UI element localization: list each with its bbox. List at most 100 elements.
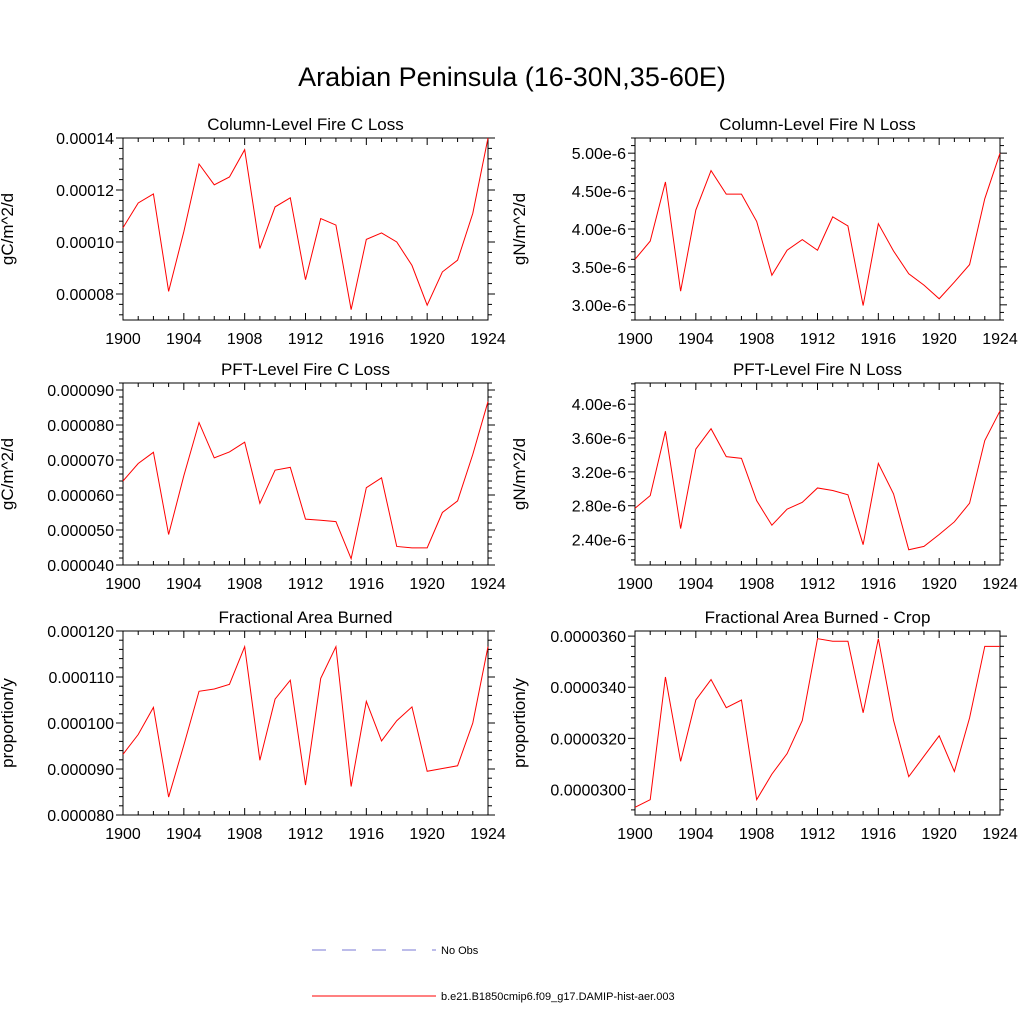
x-tick-label: 1900 — [105, 331, 141, 348]
series-line — [634, 638, 1000, 808]
x-tick-label: 1920 — [921, 331, 957, 348]
panel-title: Column-Level Fire N Loss — [719, 115, 916, 134]
x-tick-label: 1912 — [288, 826, 324, 843]
y-tick-label: 0.000060 — [47, 488, 114, 505]
x-tick-label: 1920 — [921, 826, 957, 843]
legend: No Obs b.e21.B1850cmip6.f09_g17.DAMIP-his… — [312, 945, 675, 1003]
y-tick-label: 0.000110 — [48, 670, 114, 687]
chart-panel-4: PFT-Level Fire N Loss gN/m^2/d 1900 1904 190… — [510, 360, 1018, 593]
y-tick-label: 0.000040 — [47, 558, 114, 575]
series-line — [122, 644, 489, 798]
panel-title: Column-Level Fire C Loss — [207, 115, 404, 134]
x-tick-label: 1916 — [349, 576, 385, 593]
y-tick-label: 0.0000300 — [550, 782, 626, 799]
y-tick-label: 0.00008 — [56, 287, 114, 304]
series-line — [634, 410, 1001, 551]
x-tick-label: 1924 — [982, 331, 1018, 348]
y-tick-label: 5.00e-6 — [572, 146, 626, 163]
y-tick-label: 0.0000340 — [550, 680, 626, 697]
series-line — [122, 401, 489, 561]
y-tick-label: 0.000090 — [47, 383, 114, 400]
x-tick-label: 1904 — [678, 331, 714, 348]
x-tick-label: 1900 — [105, 576, 141, 593]
figure-title: Arabian Peninsula (16-30N,35-60E) — [298, 62, 726, 92]
x-tick-label: 1904 — [166, 826, 202, 843]
x-tick-label: 1920 — [921, 576, 957, 593]
x-tick-label: 1908 — [739, 576, 775, 593]
y-tick-label: 0.000070 — [47, 453, 114, 470]
y-tick-label: 3.00e-6 — [572, 298, 626, 315]
chart-panel-5: Fractional Area Burned proportion/y 1900 19… — [0, 608, 506, 843]
y-tick-label: 0.00014 — [56, 131, 114, 148]
x-tick-label: 1908 — [227, 576, 263, 593]
y-tick-label: 0.000100 — [47, 716, 114, 733]
x-tick-label: 1900 — [617, 826, 653, 843]
y-tick-label: 4.50e-6 — [572, 184, 626, 201]
series-line — [122, 137, 489, 310]
chart-panel-6: Fractional Area Burned - Crop proportion/… — [510, 608, 1018, 843]
chart-panel-1: Column-Level Fire C Loss gC/m^2/d 1900 1904… — [0, 115, 506, 348]
x-tick-label: 1920 — [409, 826, 445, 843]
x-tick-label: 1908 — [739, 331, 775, 348]
x-tick-label: 1916 — [349, 331, 385, 348]
y-tick-label: 0.000120 — [47, 624, 114, 641]
x-tick-label: 1912 — [288, 331, 324, 348]
panel-title: PFT-Level Fire N Loss — [733, 360, 902, 379]
y-tick-label: 4.00e-6 — [572, 397, 626, 414]
x-tick-label: 1920 — [409, 331, 445, 348]
y-axis-label: proportion/y — [0, 678, 17, 768]
x-tick-label: 1916 — [861, 826, 897, 843]
y-tick-label: 0.00010 — [56, 235, 114, 252]
x-tick-label: 1924 — [470, 576, 506, 593]
x-tick-label: 1916 — [861, 331, 897, 348]
x-tick-label: 1904 — [678, 826, 714, 843]
y-axis-label: gC/m^2/d — [0, 438, 17, 510]
y-tick-label: 3.50e-6 — [572, 260, 626, 277]
plot-frame — [122, 630, 489, 816]
x-tick-label: 1900 — [617, 331, 653, 348]
x-tick-label: 1904 — [678, 576, 714, 593]
plot-frame — [634, 382, 1001, 566]
x-tick-label: 1912 — [800, 331, 836, 348]
x-tick-label: 1924 — [470, 331, 506, 348]
x-tick-label: 1924 — [982, 576, 1018, 593]
x-tick-label: 1904 — [166, 331, 202, 348]
x-tick-label: 1900 — [617, 576, 653, 593]
y-tick-label: 0.00012 — [56, 183, 114, 200]
plot-frame — [122, 382, 489, 566]
x-tick-label: 1912 — [800, 576, 836, 593]
y-axis-label: gC/m^2/d — [0, 193, 17, 265]
y-tick-label: 2.80e-6 — [572, 499, 626, 516]
x-tick-label: 1908 — [227, 826, 263, 843]
chart-panel-2: Column-Level Fire N Loss gN/m^2/d 1900 1904… — [510, 115, 1018, 348]
panel-title: PFT-Level Fire C Loss — [221, 360, 390, 379]
y-axis-label: proportion/y — [510, 678, 529, 768]
y-tick-label: 0.000080 — [47, 808, 114, 825]
chart-panel-3: PFT-Level Fire C Loss gC/m^2/d 1900 1904 190… — [0, 360, 506, 593]
x-tick-label: 1924 — [470, 826, 506, 843]
y-axis-label: gN/m^2/d — [510, 438, 529, 510]
y-tick-label: 0.0000360 — [550, 629, 626, 646]
y-tick-label: 0.000080 — [47, 418, 114, 435]
y-axis-label: gN/m^2/d — [510, 193, 529, 265]
x-tick-label: 1920 — [409, 576, 445, 593]
x-tick-label: 1904 — [166, 576, 202, 593]
legend-label: No Obs — [441, 945, 479, 957]
y-tick-label: 2.40e-6 — [572, 533, 626, 550]
panel-title: Fractional Area Burned — [219, 608, 393, 627]
x-tick-label: 1916 — [861, 576, 897, 593]
x-tick-label: 1916 — [349, 826, 385, 843]
y-tick-label: 4.00e-6 — [572, 222, 626, 239]
y-tick-label: 0.000050 — [47, 523, 114, 540]
y-tick-label: 3.60e-6 — [572, 431, 626, 448]
x-tick-label: 1924 — [982, 826, 1018, 843]
y-tick-label: 0.000090 — [47, 762, 114, 779]
series-line — [634, 153, 1001, 306]
y-tick-label: 3.20e-6 — [572, 465, 626, 482]
x-tick-label: 1908 — [739, 826, 775, 843]
x-tick-label: 1912 — [288, 576, 324, 593]
panel-title: Fractional Area Burned - Crop — [705, 608, 931, 627]
y-tick-label: 0.0000320 — [550, 731, 626, 748]
x-tick-label: 1908 — [227, 331, 263, 348]
